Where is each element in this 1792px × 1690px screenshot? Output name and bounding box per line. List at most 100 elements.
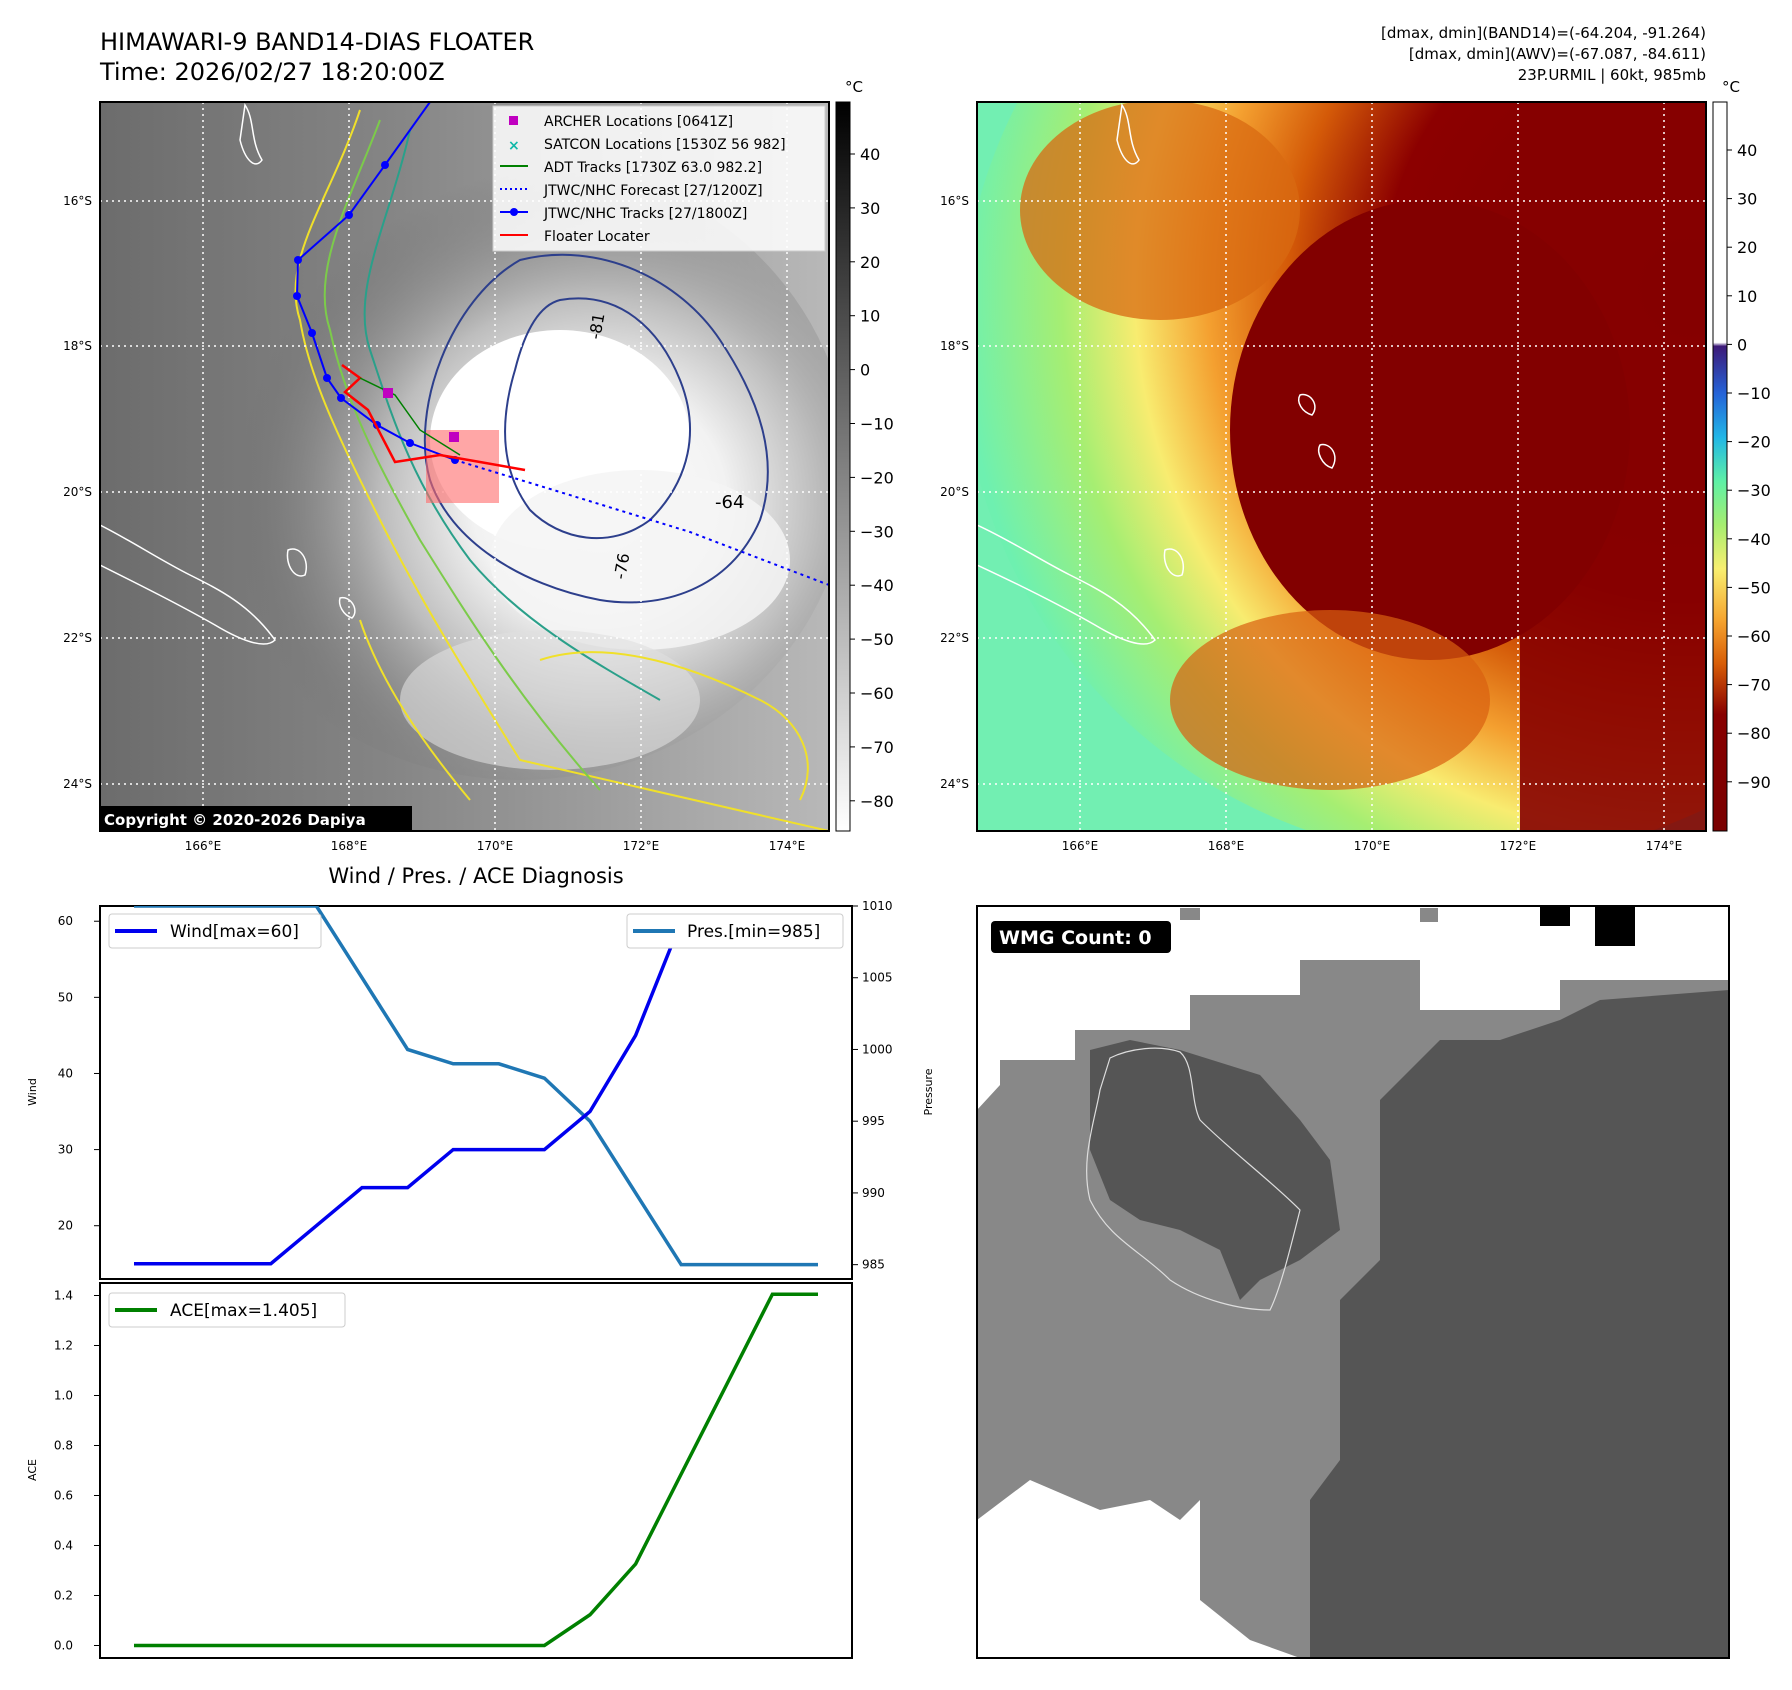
lat-label: 24°S (63, 777, 92, 791)
lat-label: 18°S (63, 339, 92, 353)
contour-label-2: -81 (585, 312, 608, 341)
colorbar-tick-label: −50 (860, 630, 894, 649)
copyright: Copyright © 2020-2026 Dapiya (104, 811, 366, 829)
colorbar-right-unit: °C (1722, 78, 1740, 96)
wmg-panel: WMG Count: 0 (976, 905, 1730, 1659)
colorbar-tick-label: −60 (860, 684, 894, 703)
lat-label: 18°S (940, 339, 969, 353)
lat-label: 16°S (940, 194, 969, 208)
wind-legend-label: Wind[max=60] (170, 922, 299, 942)
wind-tick-label: 30 (58, 1143, 73, 1157)
lat-label: 20°S (63, 485, 92, 499)
lon-label: 172°E (623, 839, 660, 853)
pressure-tick-label: 1005 (862, 971, 893, 985)
contour-label-3: -76 (610, 552, 633, 581)
colorbar-tick-label: 30 (860, 199, 880, 218)
colorbar-tick-label: 10 (1737, 287, 1757, 306)
ace-tick-label: 1.4 (54, 1289, 73, 1303)
lon-label: 166°E (1062, 839, 1099, 853)
wind-tick-label: 50 (58, 990, 73, 1004)
colorbar-tick-label: −90 (1737, 773, 1771, 792)
ace-legend-label: ACE[max=1.405] (170, 1301, 317, 1321)
colorbar-tick-label: 0 (860, 361, 870, 380)
pressure-axis-label: Pressure (922, 1068, 935, 1115)
figure-title: HIMAWARI-9 BAND14-DIAS FLOATER (100, 28, 534, 56)
colorbar-tick-label: −40 (860, 576, 894, 595)
pressure-series-line (134, 906, 818, 1267)
lon-label: 170°E (477, 839, 514, 853)
jtwc-forecast-line (454, 459, 829, 586)
ace-tick-label: 1.2 (54, 1339, 73, 1353)
ace-legend: ACE[max=1.405] (108, 1292, 346, 1328)
wind-legend: Wind[max=60] (108, 913, 322, 949)
ace-series-line (134, 1292, 818, 1648)
colorbar-tick-label: 30 (1737, 190, 1757, 209)
colorbar-color: °C 40 30 20 10 0 −10 −20 −30 −40 −50 −60 −70 −80 −90 (1712, 78, 1771, 832)
contour-label-1: -64 (715, 492, 744, 513)
wind-pressure-chart: Wind Pressure 20 30 40 50 60 985 990 995 1000 100… (26, 899, 935, 1280)
colorbar-tick-label: −80 (1737, 724, 1771, 743)
pressure-tick-label: 995 (862, 1114, 885, 1128)
map-panel-color: 16°S 18°S 20°S 22°S 24°S 166°E 168°E 170… (940, 101, 1707, 853)
ace-tick-label: 0.8 (54, 1439, 73, 1453)
legend-satcon: SATCON Locations [1530Z 56 982] (544, 137, 786, 153)
map-legend: ARCHER Locations [0641Z] × SATCON Locati… (492, 105, 826, 252)
legend-floater: Floater Locater (544, 229, 650, 245)
lat-label: 24°S (940, 777, 969, 791)
lat-label: 20°S (940, 485, 969, 499)
colorbar-tick-label: −10 (860, 415, 894, 434)
pressure-tick-label: 985 (862, 1258, 885, 1272)
wmg-count-badge (991, 921, 1171, 953)
legend-archer: ARCHER Locations [0641Z] (544, 114, 733, 130)
info-line-3: 23P.URMIL | 60kt, 985mb (1518, 66, 1706, 84)
pressure-legend-label: Pres.[min=985] (687, 922, 820, 942)
figure-time: Time: 2026/02/27 18:20:00Z (99, 58, 445, 86)
wmg-count: WMG Count: 0 (999, 927, 1152, 949)
lon-label: 168°E (331, 839, 368, 853)
colorbar-tick-label: 20 (860, 253, 880, 272)
ace-axis-label: ACE (26, 1459, 39, 1481)
lon-label: 172°E (1500, 839, 1537, 853)
ace-tick-label: 0.6 (54, 1489, 73, 1503)
lat-label: 16°S (63, 194, 92, 208)
ace-tick-label: 0.4 (54, 1539, 73, 1553)
pressure-tick-label: 1010 (862, 899, 893, 913)
colorbar-tick-label: −40 (1737, 530, 1771, 549)
colorbar-tick-label: 40 (1737, 141, 1757, 160)
wind-tick-label: 20 (58, 1219, 73, 1233)
lon-label: 174°E (1646, 839, 1683, 853)
lat-label: 22°S (63, 631, 92, 645)
archer-marker (449, 432, 459, 442)
diagnosis-title: Wind / Pres. / ACE Diagnosis (328, 864, 623, 888)
colorbar-tick-label: −80 (860, 792, 894, 811)
pressure-tick-label: 990 (862, 1186, 885, 1200)
colorbar-tick-label: 0 (1737, 335, 1747, 354)
wind-tick-label: 40 (58, 1066, 73, 1080)
floater-track (341, 363, 526, 472)
pressure-tick-label: 1000 (862, 1042, 893, 1056)
colorbar-tick-label: −70 (860, 738, 894, 757)
ace-chart: ACE 0.0 0.2 0.4 0.6 0.8 1.0 1.2 1.4 ACE[max=1.4… (26, 1282, 853, 1659)
colorbar-tick-label: 10 (860, 307, 880, 326)
colorbar-tick-label: −20 (1737, 433, 1771, 452)
colorbar-tick-label: −50 (1737, 578, 1771, 597)
ace-tick-label: 1.0 (54, 1389, 73, 1403)
archer-marker (383, 388, 393, 398)
colorbar-tick-label: 20 (1737, 238, 1757, 257)
copyright-box (100, 806, 412, 831)
wind-tick-label: 60 (58, 914, 73, 928)
info-line-1: [dmax, dmin](BAND14)=(-64.204, -91.264) (1381, 24, 1706, 42)
colorbar-tick-label: −30 (1737, 481, 1771, 500)
legend-adt: ADT Tracks [1730Z 63.0 982.2] (544, 160, 762, 176)
colorbar-left-unit: °C (845, 78, 863, 96)
colorbar-tick-label: 40 (860, 145, 880, 164)
colorbar-tick-label: −10 (1737, 384, 1771, 403)
lon-label: 166°E (185, 839, 222, 853)
lat-label: 22°S (940, 631, 969, 645)
colorbar-tick-label: −20 (860, 468, 894, 487)
jtwc-track-points (293, 161, 459, 464)
lon-label: 168°E (1208, 839, 1245, 853)
map-panel-grayscale: -64 -81 -76 (63, 101, 830, 853)
lon-label: 170°E (1354, 839, 1391, 853)
